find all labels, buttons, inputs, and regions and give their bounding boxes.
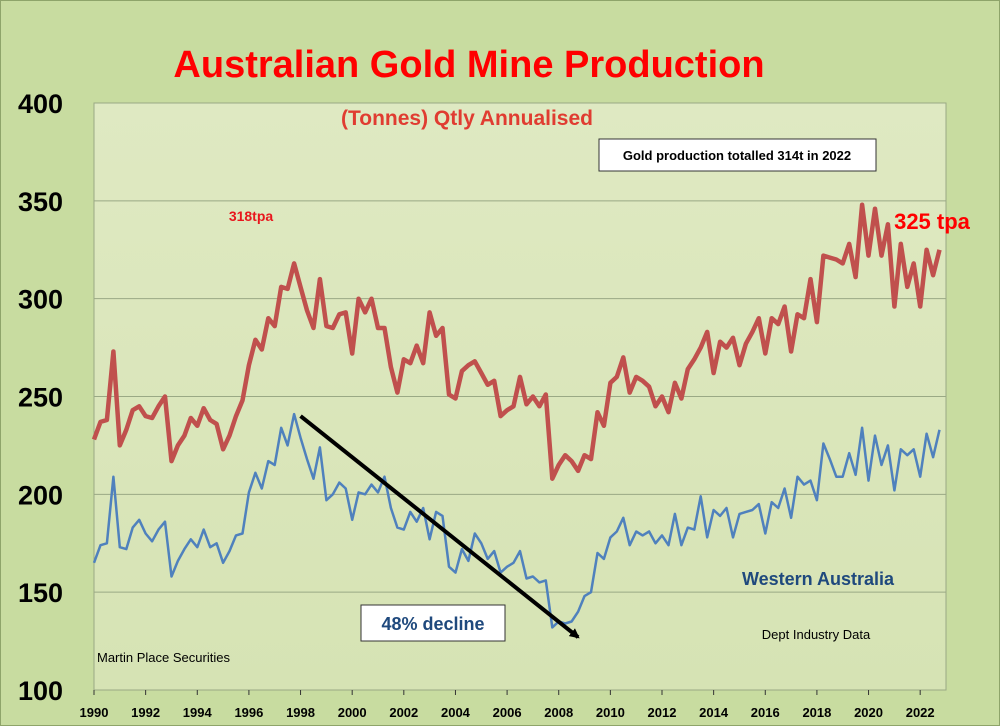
x-tick-label: 2010 (596, 705, 625, 720)
y-tick-label: 250 (18, 383, 63, 413)
decline-label: 48% decline (381, 614, 484, 634)
y-tick-label: 300 (18, 285, 63, 315)
x-tick-label: 2012 (648, 705, 677, 720)
y-tick-label: 100 (18, 676, 63, 706)
series-label-western-australia: Western Australia (742, 569, 895, 589)
decline-box: 48% decline (360, 604, 506, 642)
series-line-total (91, 202, 942, 481)
x-tick-label: 2000 (338, 705, 367, 720)
x-tick-label: 2016 (751, 705, 780, 720)
x-tick-label: 1992 (131, 705, 160, 720)
end-label: 325 tpa (894, 209, 971, 234)
x-tick-label: 2008 (544, 705, 573, 720)
x-tick-label: 1994 (183, 705, 213, 720)
y-tick-label: 150 (18, 578, 63, 608)
chart-title: Australian Gold Mine Production (173, 44, 764, 86)
x-axis-ticks: 1990 1992 1994 1996 1998 2000 2002 2004 2006 2008… (80, 690, 935, 720)
x-tick-label: 2014 (699, 705, 729, 720)
gridlines (94, 200, 946, 593)
x-tick-label: 2018 (802, 705, 831, 720)
x-tick-label: 1996 (234, 705, 263, 720)
source-right: Dept Industry Data (762, 627, 871, 642)
x-tick-label: 2004 (441, 705, 471, 720)
peak-label: 318tpa (229, 208, 274, 224)
note-box: Gold production totalled 314t in 2022 (598, 138, 877, 172)
y-tick-label: 200 (18, 480, 63, 510)
series-line-western-australia (92, 412, 941, 629)
x-tick-label: 2020 (854, 705, 883, 720)
x-tick-label: 1990 (80, 705, 109, 720)
x-tick-label: 2022 (906, 705, 935, 720)
x-tick-label: 2006 (493, 705, 522, 720)
x-tick-label: 2002 (389, 705, 418, 720)
y-axis-ticks: 100 150 200 250 300 350 400 (18, 89, 63, 706)
source-left: Martin Place Securities (97, 650, 230, 665)
y-tick-label: 400 (18, 89, 63, 119)
chart-subtitle: (Tonnes) Qtly Annualised (341, 107, 593, 130)
note-box-text: Gold production totalled 314t in 2022 (623, 148, 851, 163)
y-tick-label: 350 (18, 187, 63, 217)
series-lines (91, 202, 942, 629)
x-tick-label: 1998 (286, 705, 315, 720)
decline-arrow (299, 414, 580, 639)
